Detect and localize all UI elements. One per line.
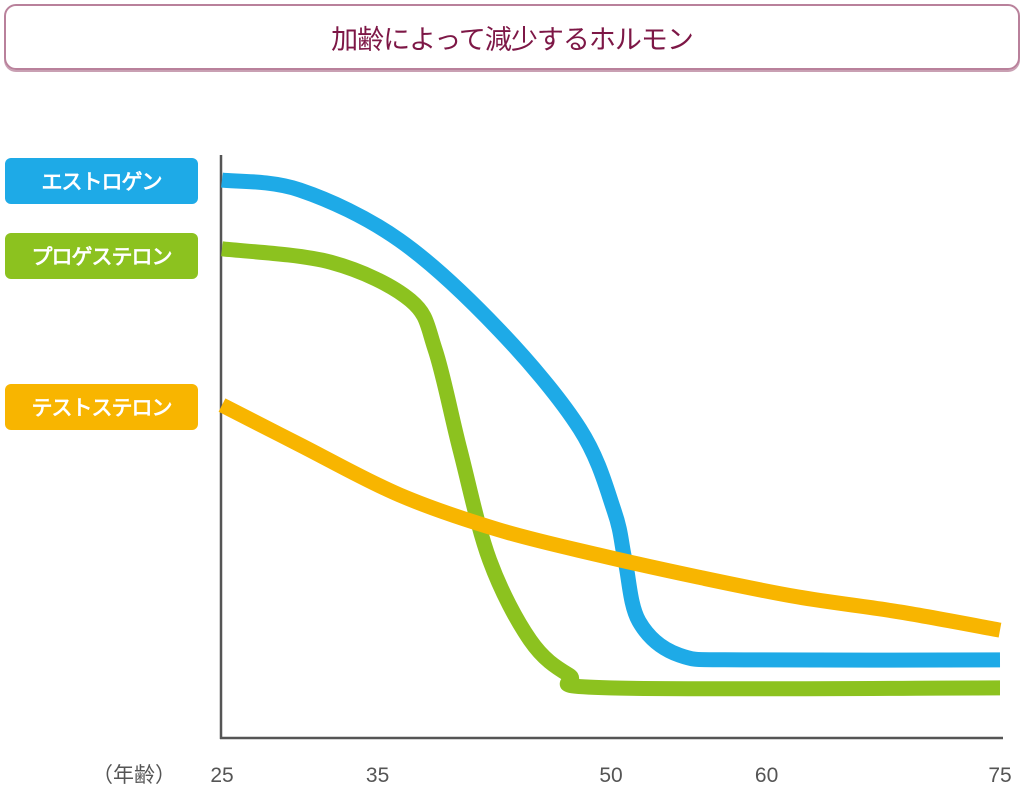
chart-title-box: 加齢によって減少するホルモン (4, 4, 1020, 70)
series-line-0 (221, 172, 1001, 668)
x-tick-label: 60 (755, 764, 778, 787)
legend-label: テストステロン (31, 396, 173, 420)
chart-title: 加齢によって減少するホルモン (331, 24, 694, 56)
x-axis-label: （年齢） (92, 764, 176, 787)
legend-estrogen: エストロゲン (5, 158, 198, 204)
x-tick-label: 50 (599, 764, 622, 787)
series-line-2 (218, 398, 1002, 638)
legend-label: プロゲステロン (31, 245, 173, 269)
series-line-1 (221, 241, 1001, 697)
x-tick-label: 35 (366, 764, 389, 787)
legend-testosterone: テストステロン (5, 384, 198, 430)
legend-progesterone: プロゲステロン (5, 233, 198, 279)
legend-label: エストロゲン (41, 170, 163, 194)
x-tick-label: 75 (988, 764, 1011, 787)
x-tick-label: 25 (210, 764, 233, 787)
